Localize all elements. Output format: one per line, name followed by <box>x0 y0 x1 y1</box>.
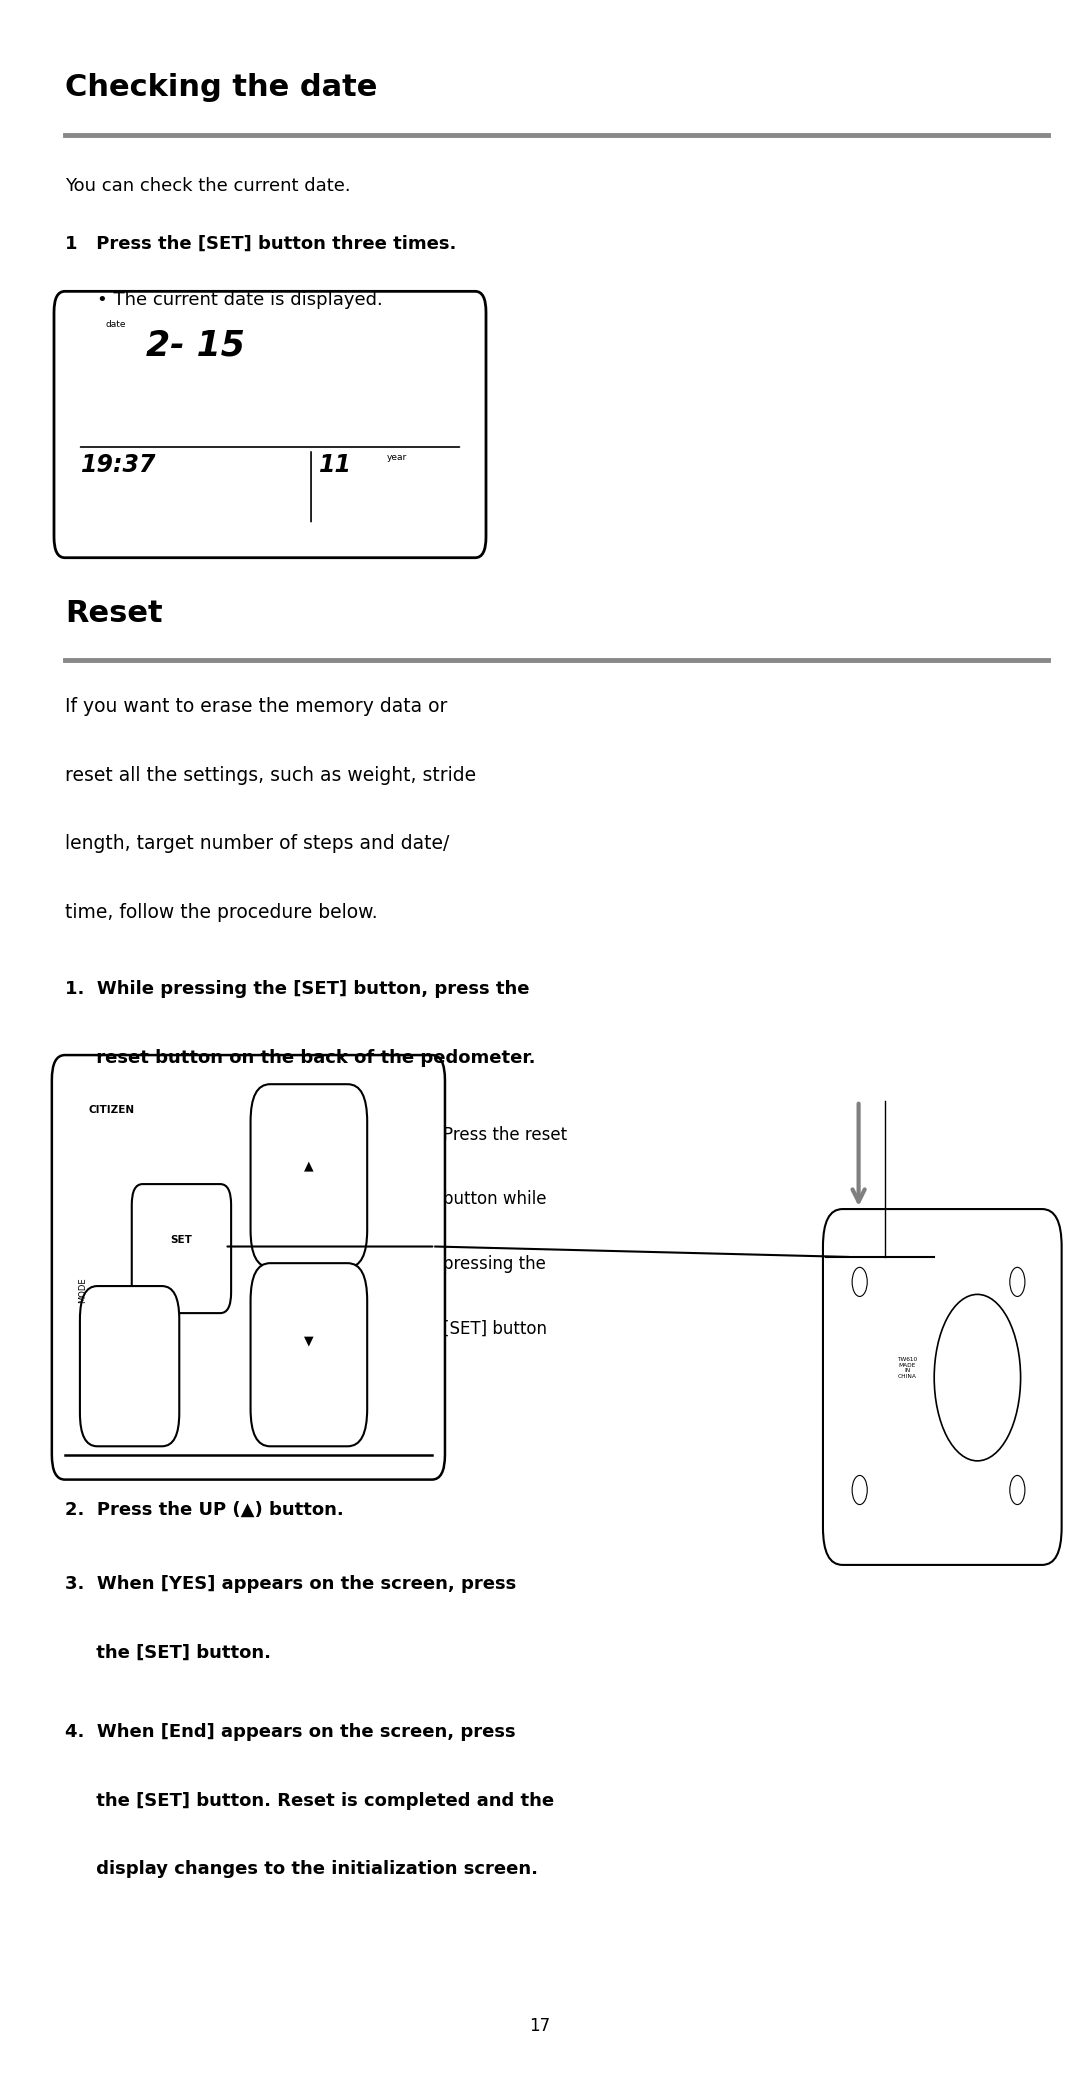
Text: 17: 17 <box>529 2016 551 2035</box>
FancyBboxPatch shape <box>251 1263 367 1446</box>
Text: length, target number of steps and date/: length, target number of steps and date/ <box>65 834 449 853</box>
Text: 4.  When [End] appears on the screen, press: 4. When [End] appears on the screen, pre… <box>65 1723 515 1742</box>
FancyBboxPatch shape <box>251 1084 367 1267</box>
Text: You can check the current date.: You can check the current date. <box>65 177 350 196</box>
Text: 11: 11 <box>319 454 352 477</box>
Text: CITIZEN: CITIZEN <box>89 1105 135 1115</box>
Text: display changes to the initialization screen.: display changes to the initialization sc… <box>65 1860 538 1879</box>
Text: MODE: MODE <box>78 1278 86 1303</box>
FancyBboxPatch shape <box>54 291 486 558</box>
FancyBboxPatch shape <box>80 1286 179 1446</box>
Text: 2- 15: 2- 15 <box>146 329 245 362</box>
Text: year: year <box>387 454 407 462</box>
Text: the [SET] button. Reset is completed and the: the [SET] button. Reset is completed and… <box>65 1792 554 1810</box>
Text: Checking the date: Checking the date <box>65 73 377 102</box>
Text: 2.  Press the UP (▲) button.: 2. Press the UP (▲) button. <box>65 1500 343 1519</box>
Text: • The current date is displayed.: • The current date is displayed. <box>97 291 383 310</box>
Text: 19:37: 19:37 <box>81 454 157 477</box>
Text: 1   Press the [SET] button three times.: 1 Press the [SET] button three times. <box>65 235 456 254</box>
Text: pressing the: pressing the <box>443 1255 545 1274</box>
Text: Reset: Reset <box>65 599 162 628</box>
Text: If you want to erase the memory data or: If you want to erase the memory data or <box>65 697 447 716</box>
Text: the [SET] button.: the [SET] button. <box>65 1644 271 1663</box>
Text: 3.  When [YES] appears on the screen, press: 3. When [YES] appears on the screen, pre… <box>65 1575 516 1594</box>
Text: date: date <box>106 320 126 329</box>
FancyBboxPatch shape <box>52 1055 445 1480</box>
FancyBboxPatch shape <box>823 1209 1062 1565</box>
Text: SET: SET <box>171 1236 192 1244</box>
Text: ▲: ▲ <box>305 1159 313 1172</box>
Text: button while: button while <box>443 1190 546 1209</box>
Text: 1.  While pressing the [SET] button, press the: 1. While pressing the [SET] button, pres… <box>65 980 529 999</box>
Text: time, follow the procedure below.: time, follow the procedure below. <box>65 903 377 922</box>
Text: ▼: ▼ <box>305 1334 313 1346</box>
Text: Press the reset: Press the reset <box>443 1126 567 1145</box>
Text: reset button on the back of the pedometer.: reset button on the back of the pedomete… <box>65 1049 536 1068</box>
Text: reset all the settings, such as weight, stride: reset all the settings, such as weight, … <box>65 766 476 785</box>
Text: TW610
MADE
IN
CHINA: TW610 MADE IN CHINA <box>897 1357 917 1380</box>
FancyBboxPatch shape <box>132 1184 231 1313</box>
Text: [SET] button: [SET] button <box>443 1319 546 1338</box>
